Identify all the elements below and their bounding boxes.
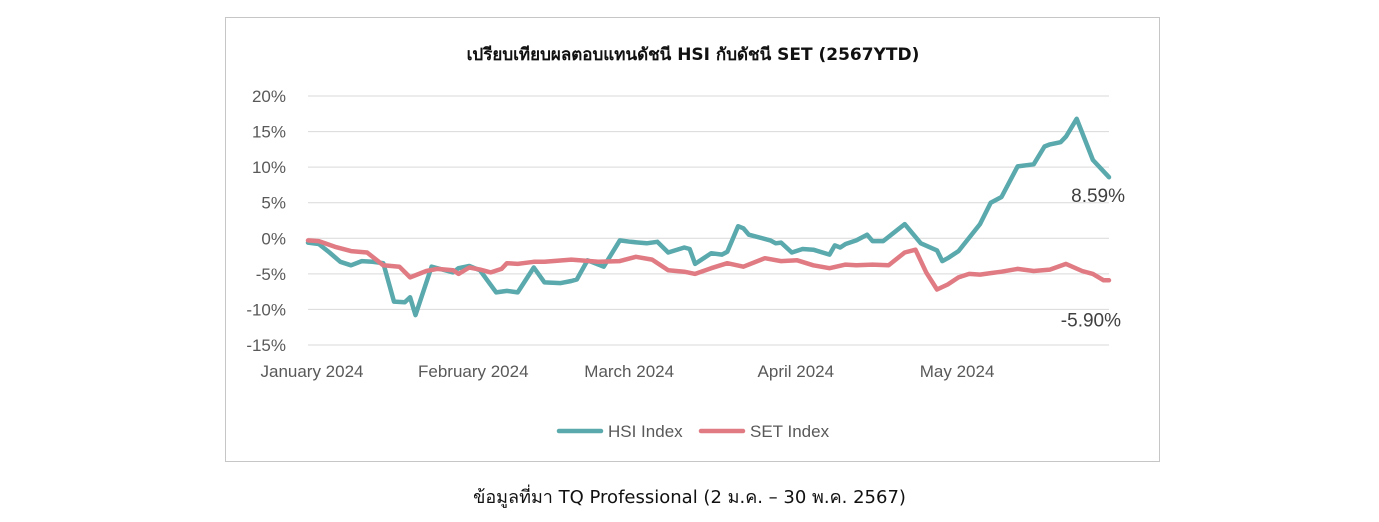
y-tick-label: -10%: [246, 300, 286, 319]
y-tick-label: -15%: [246, 336, 286, 355]
chart-title: เปรียบเทียบผลตอบแทนดัชนี HSI กับดัชนี SE…: [467, 44, 920, 65]
source-caption: ข้อมูลที่มา TQ Professional (2 ม.ค. – 30…: [473, 487, 906, 508]
chart-frame: เปรียบเทียบผลตอบแทนดัชนี HSI กับดัชนี SE…: [225, 17, 1160, 462]
data-label: 8.59%: [1071, 186, 1125, 207]
y-tick-label: -5%: [256, 265, 286, 284]
data-label: -5.90%: [1061, 310, 1121, 331]
x-tick-label: April 2024: [758, 362, 835, 381]
hsi-index-line: [305, 116, 1112, 318]
annotations: 8.59% -5.90%: [1061, 186, 1125, 331]
legend-label: SET Index: [750, 422, 830, 441]
y-tick-label: 0%: [261, 229, 286, 248]
y-axis-ticks: 20% 15% 10% 5% 0% -5% -10% -15%: [246, 87, 286, 355]
set-index-line: [305, 238, 1112, 292]
x-tick-label: March 2024: [584, 362, 674, 381]
legend: HSI Index SET Index: [556, 422, 830, 441]
chart-svg: เปรียบเทียบผลตอบแทนดัชนี HSI กับดัชนี SE…: [246, 44, 1125, 441]
x-axis-ticks: January 2024 February 2024 March 2024 April…: [260, 362, 994, 381]
y-tick-label: 20%: [252, 87, 286, 106]
y-tick-label: 10%: [252, 158, 286, 177]
y-tick-label: 15%: [252, 123, 286, 142]
x-tick-label: January 2024: [260, 362, 363, 381]
series-lines: [305, 116, 1112, 318]
y-tick-label: 5%: [261, 194, 286, 213]
x-tick-label: February 2024: [418, 362, 529, 381]
gridlines: [308, 95, 1109, 346]
x-tick-label: May 2024: [920, 362, 995, 381]
legend-label: HSI Index: [608, 422, 683, 441]
